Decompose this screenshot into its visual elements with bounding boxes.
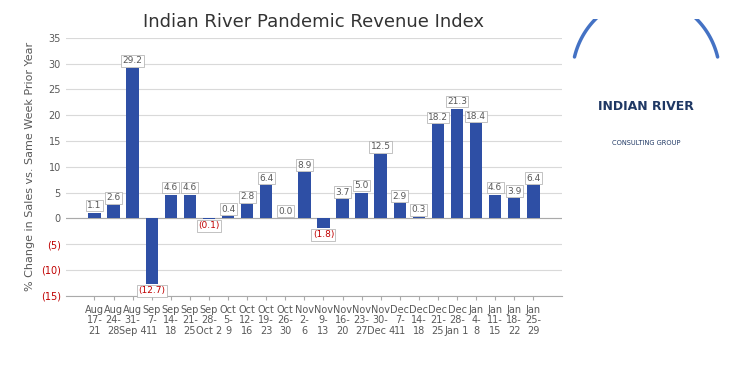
Bar	[527, 185, 539, 218]
Title: Indian River Pandemic Revenue Index: Indian River Pandemic Revenue Index	[143, 13, 485, 31]
Text: 3.7: 3.7	[335, 188, 350, 197]
Bar	[107, 205, 120, 218]
Bar	[489, 194, 502, 218]
Text: 18.4: 18.4	[466, 112, 486, 121]
Bar	[393, 204, 406, 218]
Text: 21.3: 21.3	[447, 97, 467, 106]
Bar	[356, 193, 368, 218]
Bar	[470, 124, 483, 218]
Bar	[451, 108, 464, 218]
Bar	[298, 172, 310, 218]
Text: 5.0: 5.0	[355, 181, 369, 190]
Bar	[431, 124, 444, 218]
Text: INDIAN RIVER: INDIAN RIVER	[598, 100, 694, 113]
Bar	[88, 213, 101, 218]
Text: CONSULTING GROUP: CONSULTING GROUP	[612, 140, 680, 146]
Bar	[508, 198, 520, 218]
Text: 0.3: 0.3	[412, 205, 426, 214]
Bar	[412, 217, 425, 218]
Text: 0.0: 0.0	[278, 207, 293, 216]
Text: (0.1): (0.1)	[199, 221, 220, 230]
Bar	[374, 154, 387, 218]
Text: 2.9: 2.9	[393, 192, 407, 201]
Bar	[318, 218, 330, 227]
Text: 2.8: 2.8	[240, 192, 254, 201]
Text: (1.8): (1.8)	[312, 230, 334, 239]
Text: 6.4: 6.4	[526, 174, 540, 183]
Text: 0.4: 0.4	[221, 205, 235, 214]
Bar	[241, 204, 253, 218]
Bar	[145, 218, 158, 284]
Text: 29.2: 29.2	[123, 56, 142, 65]
Text: 4.6: 4.6	[182, 183, 197, 192]
Text: 4.6: 4.6	[488, 183, 502, 192]
Text: 1.1: 1.1	[88, 201, 101, 210]
Bar	[260, 185, 272, 218]
Bar	[203, 218, 215, 219]
Text: (12.7): (12.7)	[138, 287, 165, 295]
Bar	[184, 194, 196, 218]
Text: 6.4: 6.4	[259, 174, 273, 183]
Y-axis label: % Change in Sales vs. Same Week Prior Year: % Change in Sales vs. Same Week Prior Ye…	[26, 42, 35, 291]
Text: 4.6: 4.6	[164, 183, 178, 192]
Bar	[164, 194, 177, 218]
Text: 8.9: 8.9	[297, 161, 312, 170]
Text: 2.6: 2.6	[107, 193, 120, 202]
Bar	[337, 199, 349, 218]
Bar	[222, 216, 234, 218]
Text: 3.9: 3.9	[507, 186, 521, 196]
Text: 12.5: 12.5	[371, 142, 391, 151]
Bar	[126, 68, 139, 218]
Text: 18.2: 18.2	[428, 113, 448, 122]
